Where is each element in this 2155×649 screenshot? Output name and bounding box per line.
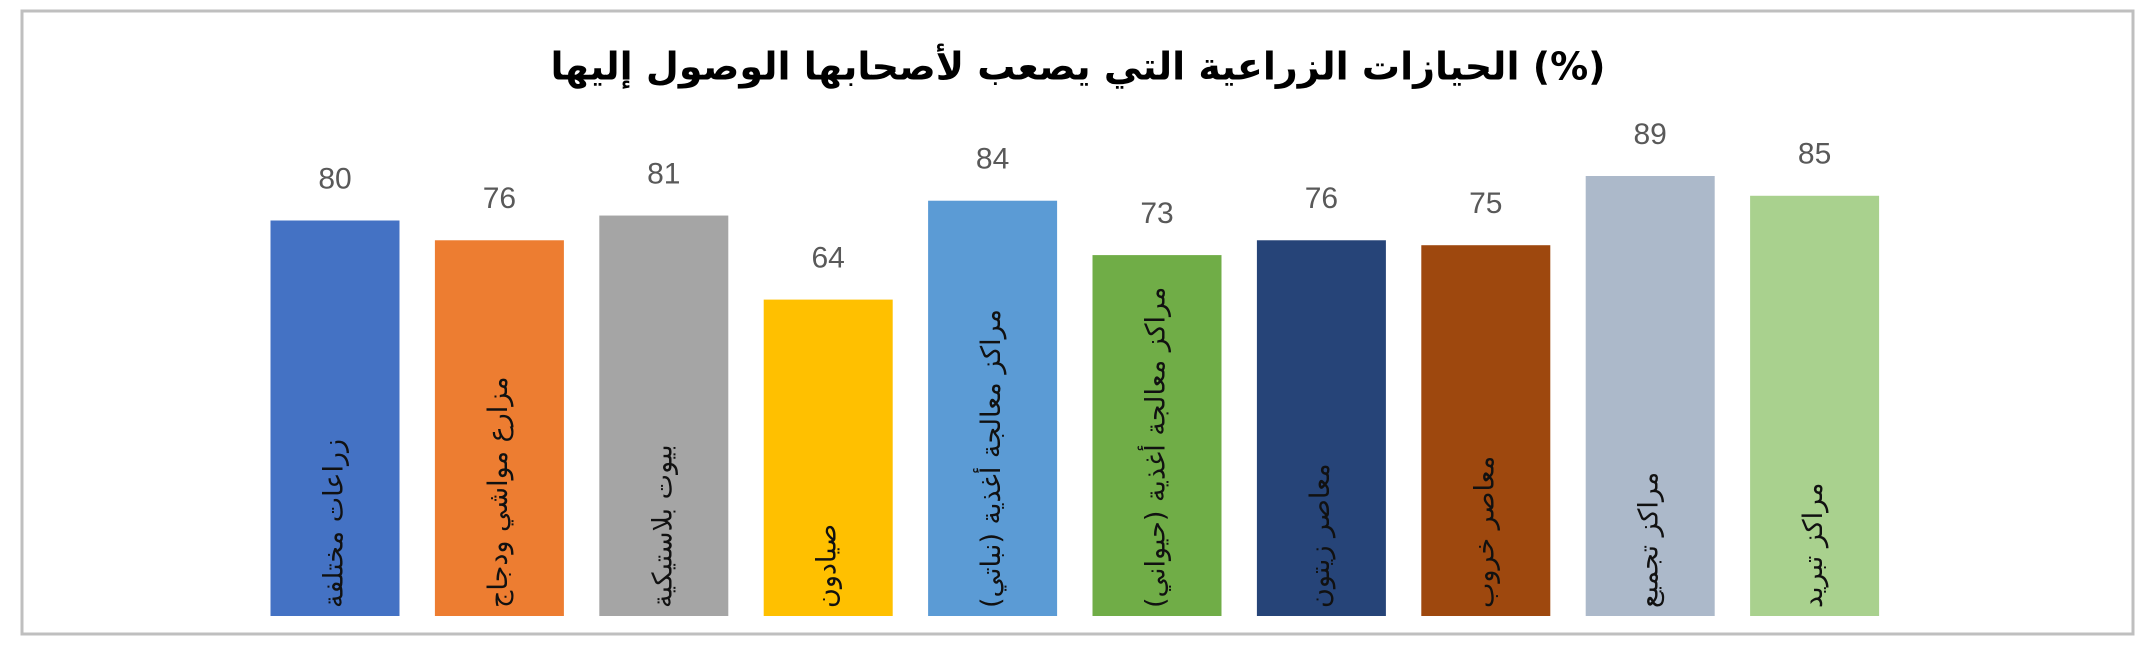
category-label: معاصر خروب — [1469, 456, 1500, 608]
bar — [928, 200, 1058, 616]
value-label: 84 — [976, 143, 1009, 176]
category-label: معاصر زيتون — [1305, 463, 1336, 608]
value-label: 81 — [647, 157, 680, 190]
category-label: صيادون — [812, 524, 843, 608]
bar — [434, 240, 564, 617]
bar — [1256, 240, 1386, 617]
bar — [599, 215, 729, 616]
bar — [1750, 195, 1880, 617]
category-label: مراكز تجميع — [1634, 472, 1665, 608]
value-label: 76 — [483, 182, 516, 215]
value-label: 85 — [1798, 138, 1831, 171]
value-label: 89 — [1634, 118, 1667, 151]
category-label: زراعات مختلفة — [319, 439, 350, 608]
category-label: مزارع مواشي ودجاج — [483, 376, 514, 608]
value-label: 64 — [812, 242, 845, 275]
value-label: 73 — [1140, 197, 1173, 230]
category-label: بيوت بلاستيكية — [647, 444, 678, 608]
category-label: مراكز معالجة أغذية (حيواني) — [1137, 287, 1172, 608]
bar — [763, 299, 893, 616]
chart-title: الحيازات الزراعية التي يصعب لأصحابها الو… — [550, 43, 1605, 90]
value-label: 76 — [1305, 182, 1338, 215]
value-label: 80 — [318, 162, 351, 195]
bar — [1092, 255, 1222, 616]
category-label: مراكز تبريد — [1798, 483, 1829, 608]
bar — [1585, 176, 1715, 616]
category-label: مراكز معالجة أغذية (نباتي) — [972, 309, 1007, 608]
bar — [1421, 245, 1551, 616]
bar — [270, 220, 400, 616]
value-label: 75 — [1469, 187, 1502, 220]
